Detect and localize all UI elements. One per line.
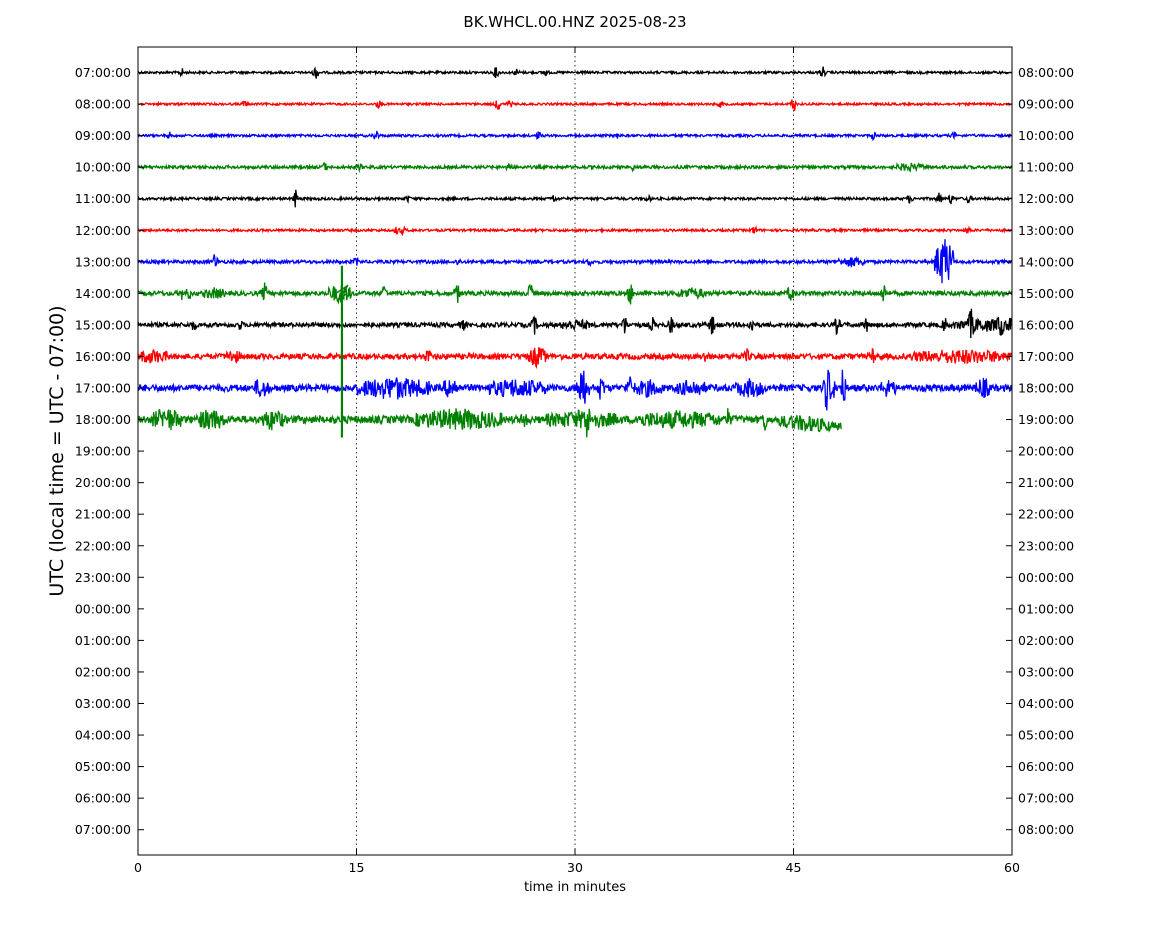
- x-axis-label: time in minutes: [524, 880, 626, 895]
- y-tick-label-left: 04:00:00: [75, 728, 131, 743]
- y-tick-label-right: 13:00:00: [1018, 223, 1074, 238]
- y-tick-label-right: 08:00:00: [1018, 822, 1074, 837]
- y-tick-label-right: 10:00:00: [1018, 128, 1074, 143]
- x-tick-label: 15: [349, 860, 365, 875]
- y-tick-label-left: 00:00:00: [75, 601, 131, 616]
- y-tick-label-left: 17:00:00: [75, 381, 131, 396]
- y-axis-label: UTC (local time = UTC - 07:00): [46, 305, 68, 596]
- y-tick-label-right: 14:00:00: [1018, 254, 1074, 269]
- y-tick-label-left: 05:00:00: [75, 759, 131, 774]
- y-tick-label-right: 05:00:00: [1018, 728, 1074, 743]
- y-tick-label-left: 07:00:00: [75, 65, 131, 80]
- trace-row-2: [137, 130, 1012, 142]
- trace-row-3: [137, 161, 1013, 174]
- trace-row-8: [137, 308, 1013, 339]
- y-tick-label-right: 23:00:00: [1018, 538, 1074, 553]
- y-tick-label-left: 02:00:00: [75, 664, 131, 679]
- y-tick-label-left: 23:00:00: [75, 570, 131, 585]
- y-tick-label-left: 15:00:00: [75, 317, 131, 332]
- y-tick-label-right: 17:00:00: [1018, 349, 1074, 364]
- trace-row-6: [137, 239, 1013, 284]
- trace-row-11: [137, 408, 842, 438]
- x-tick-label: 45: [786, 860, 802, 875]
- y-tick-label-left: 22:00:00: [75, 538, 131, 553]
- y-tick-label-right: 06:00:00: [1018, 759, 1074, 774]
- chart-title: BK.WHCL.00.HNZ 2025-08-23: [463, 13, 686, 31]
- x-tick-label: 30: [567, 860, 583, 875]
- trace-row-7: [137, 282, 1013, 305]
- trace-row-4: [137, 189, 1013, 208]
- y-tick-label-left: 07:00:00: [75, 822, 131, 837]
- y-tick-label-left: 13:00:00: [75, 254, 131, 269]
- y-tick-label-left: 09:00:00: [75, 128, 131, 143]
- y-tick-label-left: 10:00:00: [75, 160, 131, 175]
- y-tick-label-right: 16:00:00: [1018, 317, 1074, 332]
- y-tick-label-right: 03:00:00: [1018, 664, 1074, 679]
- y-tick-label-right: 19:00:00: [1018, 412, 1074, 427]
- y-tick-label-right: 01:00:00: [1018, 601, 1074, 616]
- x-tick-label: 0: [134, 860, 142, 875]
- event-spike-wiggle: [335, 284, 349, 302]
- y-tick-label-left: 19:00:00: [75, 444, 131, 459]
- y-tick-label-left: 11:00:00: [75, 191, 131, 206]
- y-tick-label-left: 20:00:00: [75, 475, 131, 490]
- y-tick-label-left: 08:00:00: [75, 97, 131, 112]
- y-tick-label-right: 00:00:00: [1018, 570, 1074, 585]
- y-tick-label-left: 14:00:00: [75, 286, 131, 301]
- y-tick-label-left: 12:00:00: [75, 223, 131, 238]
- y-tick-label-right: 07:00:00: [1018, 791, 1074, 806]
- x-tick-label: 60: [1004, 860, 1020, 875]
- event-spike: [335, 265, 349, 438]
- y-axis-ticks: 07:00:00 08:00:00 08:00:00 09:00:00 09:00:00…: [75, 65, 1074, 837]
- trace-row-10: [137, 369, 1013, 411]
- y-tick-label-left: 03:00:00: [75, 696, 131, 711]
- x-axis-ticks: 0 15 30 45 60: [134, 47, 1020, 875]
- y-tick-label-left: 21:00:00: [75, 507, 131, 522]
- y-tick-label-right: 09:00:00: [1018, 97, 1074, 112]
- y-tick-label-left: 01:00:00: [75, 633, 131, 648]
- y-tick-label-right: 12:00:00: [1018, 191, 1074, 206]
- y-tick-label-right: 11:00:00: [1018, 160, 1074, 175]
- y-tick-label-right: 02:00:00: [1018, 633, 1074, 648]
- y-tick-label-left: 16:00:00: [75, 349, 131, 364]
- plot-frame: [137, 46, 1013, 856]
- trace-row-9: [137, 347, 1013, 369]
- trace-row-5: [137, 224, 1013, 237]
- y-tick-label-left: 18:00:00: [75, 412, 131, 427]
- trace-lines: [137, 66, 1013, 438]
- y-tick-label-right: 15:00:00: [1018, 286, 1074, 301]
- y-tick-label-right: 21:00:00: [1018, 475, 1074, 490]
- y-tick-label-right: 04:00:00: [1018, 696, 1074, 711]
- y-tick-label-right: 20:00:00: [1018, 444, 1074, 459]
- y-tick-label-right: 18:00:00: [1018, 381, 1074, 396]
- y-tick-label-left: 06:00:00: [75, 791, 131, 806]
- y-tick-label-right: 22:00:00: [1018, 507, 1074, 522]
- trace-row-1: [137, 99, 1013, 112]
- y-tick-label-right: 08:00:00: [1018, 65, 1074, 80]
- trace-row-0: [137, 66, 1012, 79]
